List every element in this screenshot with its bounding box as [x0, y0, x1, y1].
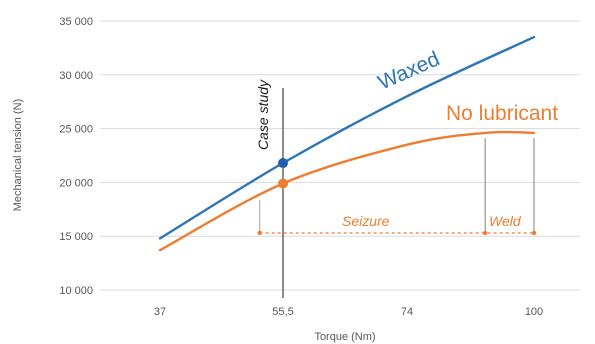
series-label-waxed: Waxed [375, 47, 443, 94]
highlight-point-waxed [278, 158, 288, 168]
seizure-label: Seizure [342, 213, 390, 229]
y-tick-labels: 10 000 15 000 20 000 25 000 30 000 35 000 [59, 16, 93, 297]
weld-end-dot [532, 231, 536, 235]
y-tick-label: 25 000 [59, 124, 93, 136]
y-axis-title: Mechanical tension (N) [12, 99, 24, 212]
weld-label: Weld [489, 213, 522, 229]
y-tick-label: 35 000 [59, 16, 93, 28]
x-tick-label: 100 [525, 306, 543, 318]
weld-start-dot [483, 231, 487, 235]
y-tick-label: 15 000 [59, 231, 93, 243]
series-label-no-lubricant: No lubricant [446, 102, 558, 125]
y-tick-label: 20 000 [59, 177, 93, 189]
gridlines [100, 21, 580, 290]
case-study-label: Case study [255, 79, 271, 150]
y-tick-label: 30 000 [59, 70, 93, 82]
x-tick-label: 55,5 [272, 306, 293, 318]
seizure-start-dot [258, 231, 262, 235]
x-tick-label: 37 [154, 306, 166, 318]
x-tick-label: 74 [401, 306, 413, 318]
y-tick-label: 10 000 [59, 285, 93, 297]
x-tick-labels: 37 55,5 74 100 [154, 306, 543, 318]
highlight-point-no-lubricant [278, 178, 288, 188]
series-line-waxed [160, 37, 534, 238]
x-axis-title: Torque (Nm) [314, 331, 375, 343]
